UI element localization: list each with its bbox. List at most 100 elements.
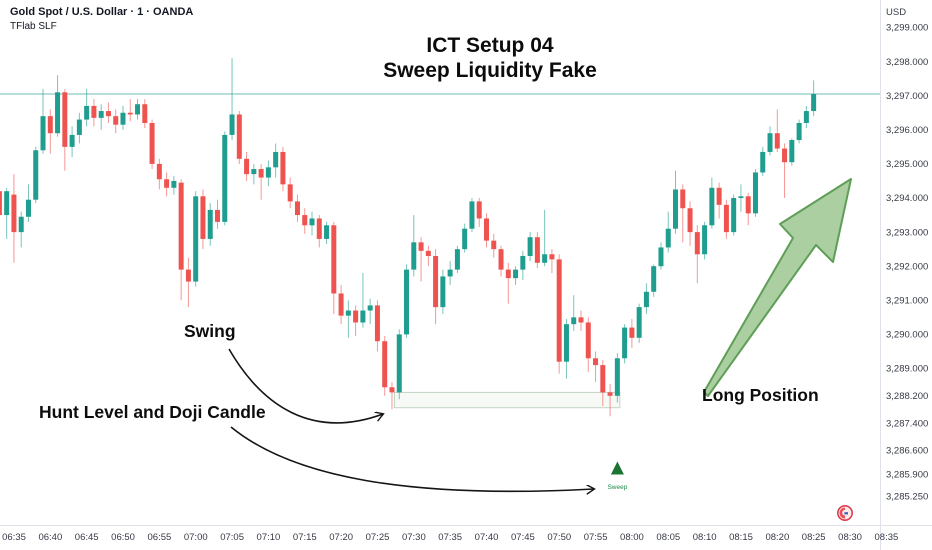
candle-06:38 <box>33 146 39 204</box>
candle-07:18 <box>324 221 330 245</box>
candle-06:33 <box>0 191 2 216</box>
hunt-level-label[interactable]: Hunt Level and Doji Candle <box>39 402 266 422</box>
candle-07:34 <box>440 269 446 314</box>
symbol-title[interactable]: Gold Spot / U.S. Dollar · 1 · OANDA <box>10 6 194 18</box>
candle-07:56 <box>600 359 606 407</box>
candle-07:33 <box>433 249 439 325</box>
price-tick-label: 3,299.000 <box>886 23 928 34</box>
candle-06:49 <box>113 109 119 134</box>
time-tick-label: 07:55 <box>584 532 608 543</box>
candle-06:50 <box>120 105 126 130</box>
candle-07:50 <box>556 254 562 374</box>
candle-06:42 <box>62 88 68 171</box>
candle-07:22 <box>353 305 359 337</box>
candle-08:16 <box>745 192 751 226</box>
candle-06:36 <box>18 211 24 248</box>
candle-07:46 <box>527 232 533 262</box>
time-tick-label: 08:10 <box>693 532 717 543</box>
candle-07:49 <box>549 249 555 274</box>
candle-06:43 <box>69 126 75 158</box>
price-tick-label: 3,297.000 <box>886 91 928 102</box>
candle-07:02 <box>207 203 213 246</box>
time-tick-label: 07:10 <box>257 532 281 543</box>
candle-07:32 <box>425 245 431 267</box>
candle-06:45 <box>84 88 90 127</box>
candle-08:09 <box>694 225 700 284</box>
price-tick-label: 3,285.900 <box>886 469 928 480</box>
candle-08:04 <box>658 242 664 270</box>
time-tick-label: 08:00 <box>620 532 644 543</box>
setup-title-line1: ICT Setup 04 <box>426 34 554 57</box>
swing-arrow[interactable] <box>228 348 383 424</box>
price-tick-label: 3,291.000 <box>886 296 928 307</box>
candle-06:46 <box>91 99 97 127</box>
candle-07:41 <box>491 233 497 258</box>
long-position-label[interactable]: Long Position <box>702 385 819 405</box>
candle-07:39 <box>476 198 482 227</box>
currency-label: USD <box>886 7 907 18</box>
time-tick-label: 07:25 <box>366 532 390 543</box>
candle-07:24 <box>367 298 373 325</box>
price-tick-label: 3,289.000 <box>886 364 928 375</box>
time-tick-label: 06:50 <box>111 532 135 543</box>
axes[interactable]: 3,299.000 3,298.000 3,297.000 3,296.000 3,29… <box>2 23 928 543</box>
candle-08:05 <box>665 211 671 253</box>
candle-07:53 <box>578 310 584 331</box>
time-tick-label: 07:15 <box>293 532 317 543</box>
time-tick-label: 07:05 <box>220 532 244 543</box>
candle-07:20 <box>338 284 344 325</box>
candle-06:59 <box>185 257 191 308</box>
swing-label[interactable]: Swing <box>184 321 236 341</box>
candle-08:11 <box>709 177 715 229</box>
candle-07:30 <box>411 215 417 277</box>
candle-06:40 <box>47 109 53 154</box>
candle-07:55 <box>593 351 599 383</box>
candle-06:41 <box>55 75 61 137</box>
candle-08:13 <box>723 199 729 239</box>
candle-07:36 <box>454 245 460 274</box>
candle-06:52 <box>135 99 141 120</box>
time-tick-label: 08:05 <box>656 532 680 543</box>
candle-06:54 <box>149 119 155 170</box>
candle-08:23 <box>796 119 802 144</box>
setup-title[interactable]: ICT Setup 04 Sweep Liquidity Fake <box>290 33 690 83</box>
hunt-level-box[interactable] <box>393 391 621 409</box>
candle-07:15 <box>302 208 308 234</box>
candle-07:54 <box>585 317 591 372</box>
candle-07:51 <box>563 319 569 379</box>
logo-accent <box>844 512 848 515</box>
tflab-logo[interactable] <box>836 504 854 522</box>
indicator-label[interactable]: TFlab SLF <box>10 21 57 32</box>
candle-07:07 <box>244 151 250 181</box>
price-tick-label: 3,296.000 <box>886 125 928 136</box>
price-tick-label: 3,298.000 <box>886 57 928 68</box>
candle-07:17 <box>316 215 322 248</box>
sweep-marker-label: Sweep <box>607 484 627 491</box>
time-tick-label: 07:35 <box>438 532 462 543</box>
candle-07:05 <box>229 58 235 141</box>
candle-07:09 <box>258 163 264 200</box>
candle-07:10 <box>265 160 271 187</box>
candle-08:17 <box>752 169 758 217</box>
candle-07:57 <box>607 383 613 417</box>
candle-07:40 <box>483 213 489 248</box>
candle-08:01 <box>636 303 642 343</box>
candle-08:15 <box>738 184 744 212</box>
long-position-arrow[interactable] <box>703 178 852 397</box>
candle-07:03 <box>215 199 220 229</box>
hunt-arrow[interactable] <box>230 426 594 491</box>
price-tick-label: 3,294.000 <box>886 193 928 204</box>
candle-07:27 <box>389 382 395 410</box>
candle-06:55 <box>156 158 162 190</box>
price-tick-label: 3,286.600 <box>886 446 928 457</box>
time-tick-label: 06:45 <box>75 532 99 543</box>
candle-07:37 <box>462 223 468 253</box>
price-tick-label: 3,292.000 <box>886 261 928 272</box>
candle-07:25 <box>374 300 380 352</box>
candle-07:45 <box>520 250 526 280</box>
candle-07:48 <box>542 209 548 267</box>
candle-08:06 <box>673 170 679 234</box>
candle-08:24 <box>803 105 809 129</box>
